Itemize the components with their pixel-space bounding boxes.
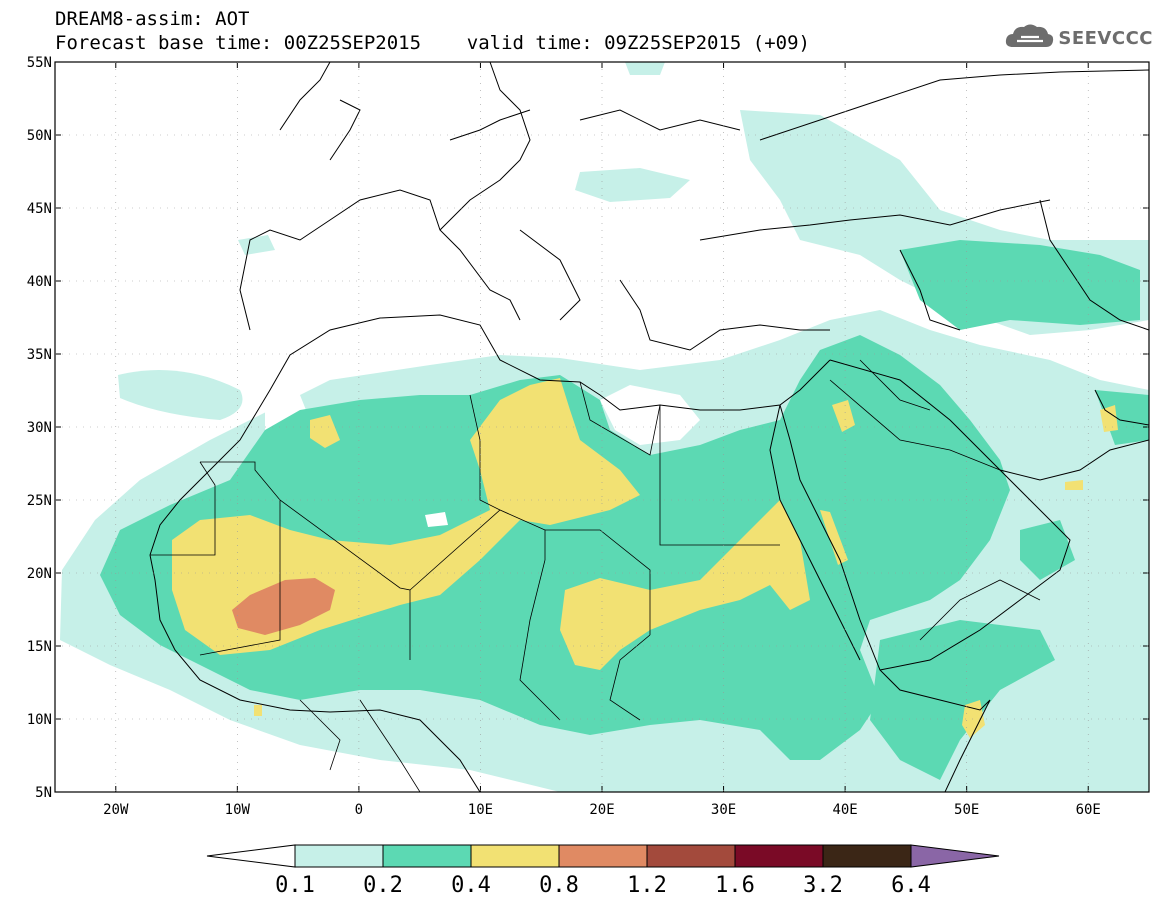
aot-contour-0.2 [870,620,1055,780]
lon-tick-label: 20E [589,802,614,818]
lat-tick-label: 40N [27,274,52,290]
cloud-icon [1003,21,1055,55]
lat-tick-label: 45N [27,201,52,217]
aot-contour-0.4 [832,400,855,432]
aot-contour-0.1 [575,168,690,202]
aot-contour-0.2 [1095,390,1149,445]
colorbar-segment [558,844,648,868]
aot-contour-0.4 [560,500,810,670]
colorbar-label: 0.2 [363,873,403,898]
colorbar-label: 0.4 [451,873,491,898]
aot-clean-area [425,512,448,527]
colorbar-label: 0.8 [539,873,579,898]
colorbar: 0.1 0.2 0.4 0.8 1.2 1.6 3.2 6.4 [206,844,1000,898]
seevccc-logo: SEEVCCC [1003,21,1153,55]
colorbar-segment [822,844,912,868]
aot-clean-area [600,385,700,445]
colorbar-label: 0.1 [275,873,315,898]
colorbar-segment [382,844,472,868]
lon-tick-label: 20W [103,802,129,818]
aot-contour-0.2 [900,240,1140,330]
lon-tick-label: 0 [355,802,363,818]
lat-tick-label: 5N [35,785,52,801]
lon-tick-label: 50E [954,802,979,818]
lon-tick-label: 60E [1076,802,1101,818]
aot-contour-0.1 [625,62,665,75]
colorbar-label: 1.2 [627,873,667,898]
axis-ticks: 55N 50N 45N 40N 35N 30N 25N 20N 15N 10N 5N 20W 10W 0 1… [27,55,1149,818]
aot-contour-0.1 [238,235,275,255]
colorbar-over-arrow [910,844,1000,868]
aot-contour-0.8 [232,578,335,635]
aot-contour-0.4 [820,510,848,565]
lat-tick-label: 15N [27,639,52,655]
lon-tick-label: 30E [711,802,736,818]
colorbar-segment [734,844,824,868]
coastlines [149,62,1149,792]
colorbar-label: 3.2 [803,873,843,898]
aot-contour-0.4 [1065,480,1083,490]
lat-tick-label: 55N [27,55,52,71]
lat-tick-label: 20N [27,566,52,582]
aot-field [60,62,1149,792]
colorbar-segment [294,844,384,868]
aot-contour-0.1 [118,370,243,420]
colorbar-segment [470,844,560,868]
colorbar-label: 1.6 [715,873,755,898]
logo-text: SEEVCCC [1058,27,1153,49]
lat-tick-label: 50N [27,128,52,144]
forecast-times: Forecast base time: 00Z25SEP2015 valid t… [55,32,810,54]
lat-tick-label: 35N [27,347,52,363]
colorbar-under-arrow [206,844,296,868]
lat-tick-label: 10N [27,712,52,728]
lat-tick-label: 30N [27,420,52,436]
aot-contour-0.4 [1100,405,1118,432]
lat-tick-label: 25N [27,493,52,509]
aot-contour-0.4 [254,705,262,716]
colorbar-label: 6.4 [891,873,931,898]
lon-tick-label: 10W [225,802,251,818]
colorbar-segment [646,844,736,868]
aot-contour-0.4 [310,415,340,448]
lon-tick-label: 40E [832,802,857,818]
chart-title: DREAM8-assim: AOT [55,8,250,30]
lon-tick-label: 10E [468,802,493,818]
